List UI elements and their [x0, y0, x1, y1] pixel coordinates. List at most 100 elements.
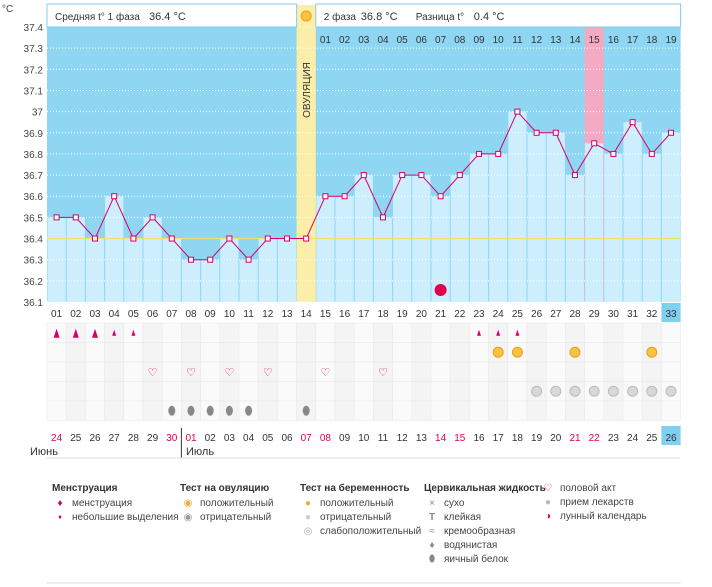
- temperature-point: [341, 193, 348, 200]
- temperature-bar: [469, 153, 489, 302]
- calendar-date-label: 27: [109, 433, 121, 444]
- symptom-cell: [219, 322, 240, 343]
- symptom-cell: [622, 342, 643, 363]
- ovulation-positive-icon: ◉: [183, 498, 193, 509]
- medication-icon: [569, 385, 581, 397]
- cycle-day-label: 03: [89, 309, 101, 320]
- menstruation-icon: [53, 328, 60, 338]
- ovulation-test-positive-icon: [646, 346, 658, 358]
- intercourse-icon: ♡: [263, 367, 273, 379]
- symptom-cell: [469, 381, 489, 402]
- temperature-point: [264, 235, 271, 242]
- phase2-day-label: 03: [358, 35, 370, 46]
- symptom-cell: [257, 322, 278, 343]
- symptom-cell: [219, 381, 240, 402]
- temperature-point: [629, 119, 636, 126]
- calendar-date-label: 04: [243, 433, 255, 444]
- symptom-cell: [545, 342, 566, 363]
- egg-white-icon: [187, 405, 195, 416]
- legend-ovulation-test: Тест на овуляцию ◉ положительный ◉ отрицат…: [180, 482, 273, 525]
- symptom-cell: [200, 381, 221, 402]
- symptom-cell: [449, 381, 470, 402]
- symptom-cell: [46, 400, 67, 421]
- symptom-cell: [392, 322, 413, 343]
- symptom-cell: [277, 342, 297, 363]
- symptom-cell: [622, 361, 643, 382]
- symptom-cell: [430, 361, 451, 382]
- legend-menstruation: Менструация ♦ менструация ♦ небольшие выде…: [52, 482, 179, 525]
- symptom-cell: [238, 342, 259, 363]
- symptom-cell: [603, 322, 624, 343]
- medication-icon: [665, 385, 677, 397]
- cycle-day-label: 27: [550, 309, 562, 320]
- symptom-cell: [257, 400, 278, 421]
- ovulation-test-positive-icon: [569, 346, 581, 358]
- temperature-bar: [604, 153, 623, 302]
- symptom-cell: [622, 322, 643, 343]
- calendar-date-label: 25: [646, 433, 658, 444]
- sun-icon: [300, 10, 312, 22]
- symptom-cell: [353, 342, 374, 363]
- heart-icon: ♡: [543, 483, 553, 494]
- temperature-point: [610, 150, 617, 157]
- symptom-cell: [469, 400, 489, 421]
- temperature-bar: [201, 259, 220, 302]
- y-tick-label: 37: [32, 108, 44, 119]
- symptom-cell: [488, 381, 509, 402]
- egg-white-icon: [302, 405, 310, 416]
- symptom-cell: [603, 400, 624, 421]
- legend-cervical-sticky: клейкая: [444, 512, 482, 523]
- symptom-cell: [373, 400, 393, 421]
- menstruation-icon: [72, 328, 79, 338]
- header-phase2-box: [315, 3, 682, 28]
- temperature-point: [514, 108, 521, 115]
- header-phase1-box: [46, 3, 298, 28]
- symptom-cell: [200, 322, 221, 343]
- calendar-date-label: 25: [70, 433, 82, 444]
- temperature-point: [360, 172, 367, 179]
- calendar-date-label: 03: [224, 433, 236, 444]
- symptom-cell: [123, 381, 144, 402]
- cycle-day-label: 20: [416, 309, 428, 320]
- egg-white-icon: [168, 405, 176, 416]
- symptom-cell: [65, 342, 86, 363]
- symptom-cell: [85, 381, 105, 402]
- calendar-date-label: 09: [339, 433, 351, 444]
- symptom-cell: [430, 400, 451, 421]
- symptom-cell: [584, 361, 605, 382]
- temperature-point: [668, 129, 674, 136]
- cycle-day-label: 19: [397, 309, 409, 320]
- calendar-date-label: 11: [378, 433, 389, 444]
- y-tick-label: 36.8: [24, 150, 44, 161]
- medication-icon: [588, 385, 600, 397]
- symptom-cell: [334, 322, 355, 343]
- symptom-cell: [277, 322, 297, 343]
- intercourse-icon: ♡: [224, 367, 234, 379]
- calendar-date-label: 23: [608, 433, 620, 444]
- legend-menstruation-item: менструация: [72, 498, 133, 509]
- y-tick-label: 37.2: [24, 65, 44, 76]
- symptom-cell: [545, 361, 566, 382]
- symptom-cell: [257, 381, 278, 402]
- temperature-bar: [489, 153, 508, 302]
- cycle-day-label: 18: [377, 309, 389, 320]
- symptom-cell: [449, 400, 470, 421]
- cycle-day-label: 14: [301, 309, 313, 320]
- phase2-value: 36.8 °C: [361, 11, 398, 23]
- calendar-date-label: 14: [435, 433, 447, 444]
- symptom-cell: [104, 381, 125, 402]
- symptom-cell: [85, 361, 105, 382]
- temperature-point: [53, 214, 60, 221]
- temperature-bar: [124, 238, 143, 302]
- symptom-cell: [353, 400, 374, 421]
- symptom-cell: [449, 342, 470, 363]
- legend-intercourse: половой акт: [560, 483, 617, 494]
- temperature-point: [149, 214, 156, 221]
- symptom-cell: [584, 342, 605, 363]
- symptom-cell: [296, 342, 317, 363]
- symptom-cell: [565, 322, 585, 343]
- calendar-date-label: 15: [454, 433, 466, 444]
- symptom-cell: [641, 322, 662, 343]
- phase2-day-label: 02: [339, 35, 351, 46]
